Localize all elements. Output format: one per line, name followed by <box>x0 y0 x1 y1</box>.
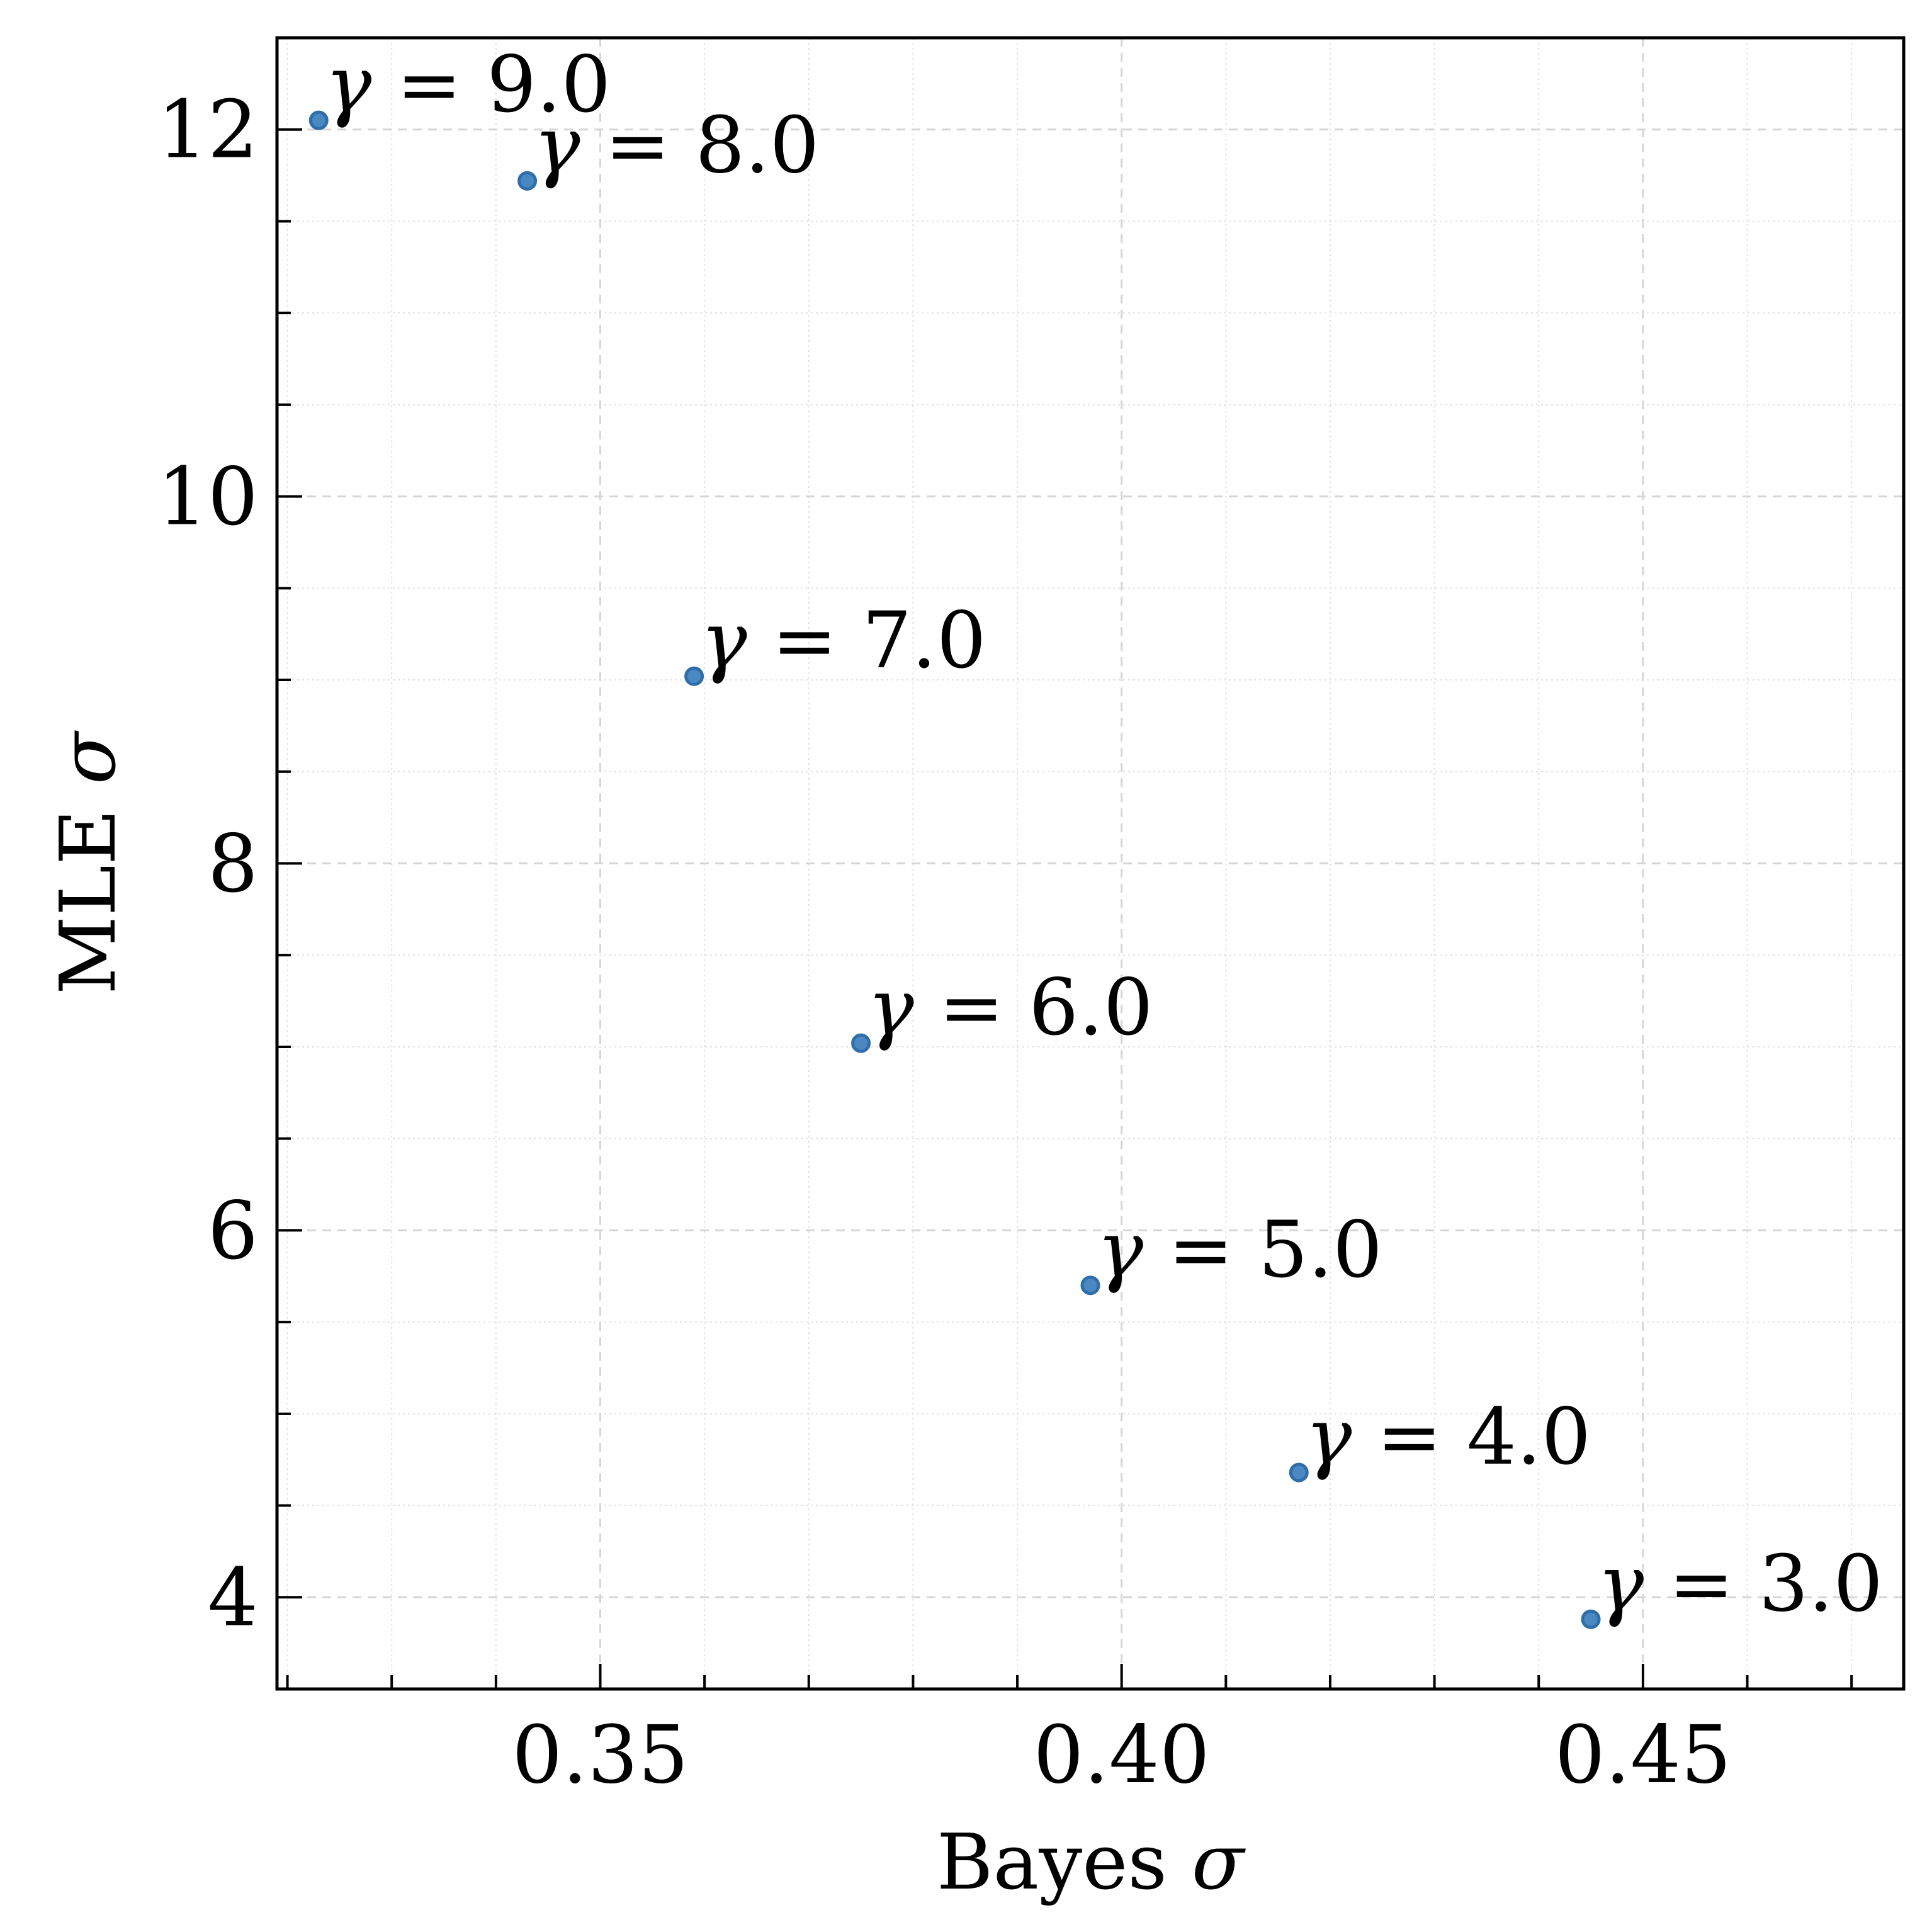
data-point <box>1289 1462 1309 1483</box>
tick-labels: 0.35 0.40 0.45 4 6 8 10 12 <box>157 84 1732 1801</box>
point-labels: γ = 9.0γ = 8.0 γ = 7.0 γ = 6.0 γ = 5.0 γ = 4… <box>325 40 1883 1629</box>
plot-frame <box>275 36 1906 1691</box>
point-label: γ = 7.0 <box>701 596 986 686</box>
data-point <box>1581 1609 1601 1629</box>
data-point <box>851 1033 871 1053</box>
data-point <box>1080 1275 1100 1296</box>
y-tick-label: 4 <box>208 1551 258 1644</box>
y-tick-label: 10 <box>157 451 258 543</box>
major-grid <box>277 38 1904 1689</box>
y-tick-label: 8 <box>208 818 258 910</box>
point-label: γ = 9.0 <box>325 40 611 130</box>
data-points <box>308 110 1601 1629</box>
point-label: γ = 6.0 <box>867 963 1153 1053</box>
point-label: γ = 4.0 <box>1305 1392 1591 1483</box>
data-point <box>684 666 704 686</box>
x-tick-label: 0.45 <box>1555 1709 1732 1801</box>
axis-ticks <box>277 37 1853 1690</box>
y-axis-label: MLE σ <box>43 730 133 995</box>
x-axis-label: Bayes σ <box>937 1817 1246 1907</box>
point-label: γ = 5.0 <box>1097 1205 1382 1296</box>
y-tick-label: 6 <box>208 1184 258 1277</box>
data-point <box>308 110 329 130</box>
data-point <box>517 171 538 191</box>
point-label: γ = 3.0 <box>1597 1539 1883 1629</box>
x-tick-label: 0.40 <box>1033 1709 1210 1801</box>
x-tick-label: 0.35 <box>512 1709 689 1801</box>
y-tick-label: 12 <box>157 84 258 176</box>
point-label: γ = 8.0 <box>534 100 820 191</box>
